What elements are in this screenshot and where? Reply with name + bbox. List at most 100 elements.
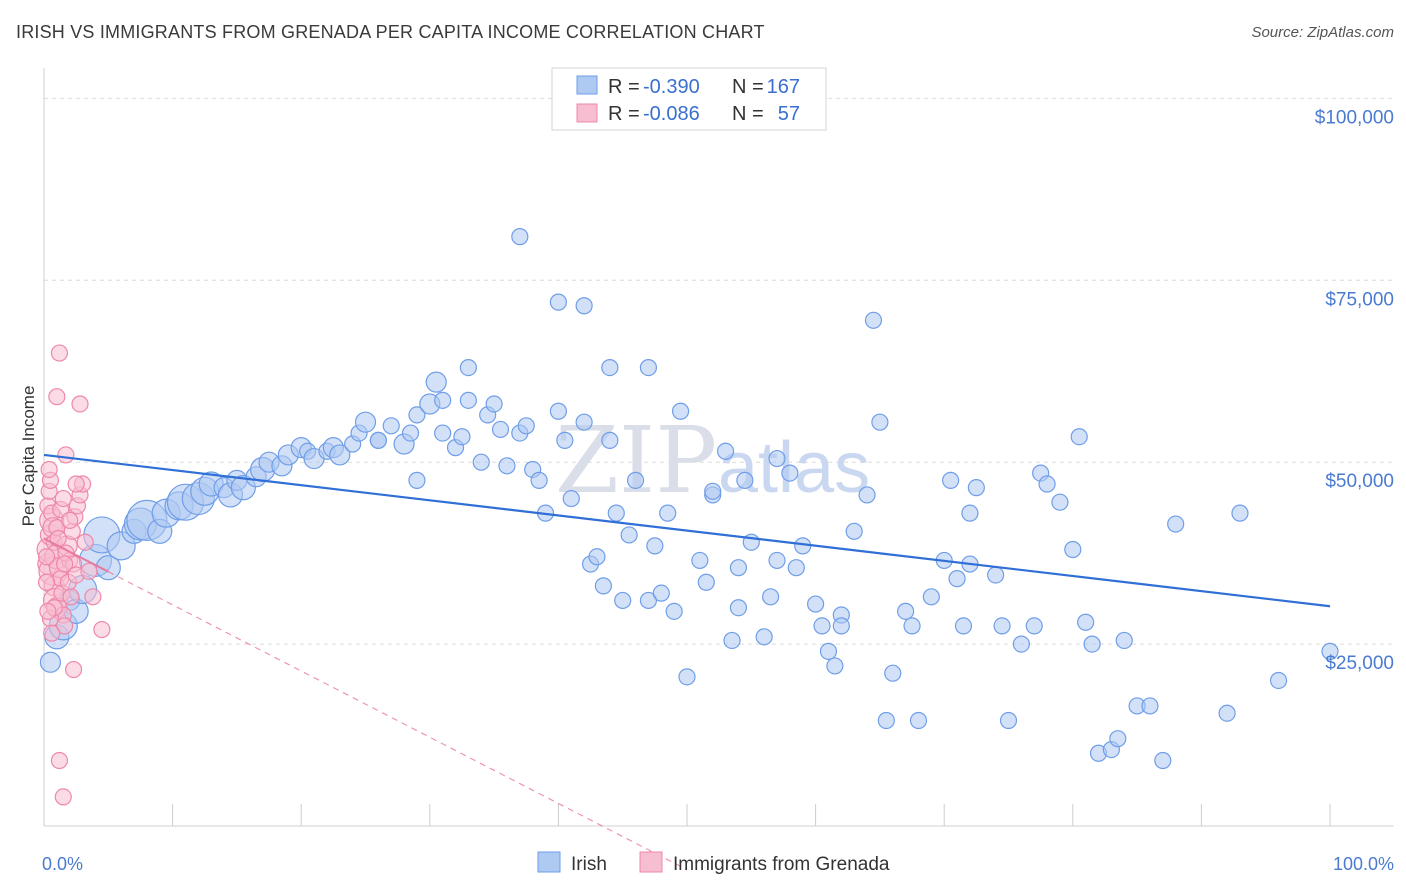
point-irish-126 bbox=[1109, 730, 1127, 748]
point-irish-79 bbox=[697, 573, 715, 591]
point-irish-95 bbox=[826, 657, 844, 675]
point-irish-119 bbox=[1038, 475, 1056, 493]
point-irish-101 bbox=[877, 711, 895, 730]
legend-box bbox=[551, 67, 827, 131]
point-irish-132 bbox=[1218, 704, 1236, 722]
point-grenada-54 bbox=[39, 602, 57, 620]
y-tick-labels: $100,000 $75,000 $50,000 $25,000 bbox=[1315, 107, 1394, 674]
legend-r-value-2: -0.086 bbox=[643, 103, 700, 125]
y-tick-label-1: $75,000 bbox=[1325, 289, 1394, 310]
legend-swatch-irish bbox=[576, 75, 598, 95]
legend-n-label-1: N = bbox=[732, 76, 764, 98]
point-irish-94 bbox=[819, 642, 838, 660]
point-grenada-28 bbox=[49, 529, 67, 548]
point-irish-41 bbox=[401, 424, 420, 442]
point-irish-60 bbox=[556, 431, 574, 449]
point-irish-67 bbox=[607, 504, 625, 522]
point-irish-48 bbox=[459, 359, 477, 377]
trend-layer bbox=[43, 453, 1331, 871]
point-irish-88 bbox=[768, 551, 786, 570]
point-irish-103 bbox=[897, 602, 915, 620]
grid-layer bbox=[44, 97, 1394, 645]
bottom-legend-swatch-grenada bbox=[639, 851, 663, 873]
point-irish-137 bbox=[575, 297, 593, 315]
y-axis-label: Per Capita Income bbox=[19, 386, 38, 527]
point-irish-123 bbox=[1083, 635, 1101, 653]
point-irish-105 bbox=[909, 711, 928, 730]
watermark: ZIP atlas bbox=[555, 407, 870, 514]
point-irish-51 bbox=[485, 395, 503, 413]
point-irish-84 bbox=[736, 471, 754, 489]
point-irish-53 bbox=[498, 457, 516, 475]
legend: R = -0.390 N = 167 R = -0.086 N = 57 bbox=[551, 67, 827, 131]
point-irish-83 bbox=[729, 559, 748, 577]
point-grenada-30 bbox=[54, 489, 72, 508]
point-irish-69 bbox=[620, 526, 638, 544]
point-irish-142 bbox=[459, 391, 477, 409]
point-irish-141 bbox=[704, 482, 722, 500]
point-irish-62 bbox=[575, 413, 593, 431]
point-irish-122 bbox=[1077, 613, 1095, 631]
point-grenada-55 bbox=[61, 511, 79, 530]
point-grenada-53 bbox=[37, 548, 56, 566]
point-irish-121 bbox=[1064, 540, 1082, 559]
point-irish-52 bbox=[491, 420, 510, 439]
point-irish-136 bbox=[549, 293, 568, 311]
point-irish-114 bbox=[993, 617, 1011, 635]
point-grenada-41 bbox=[71, 395, 89, 413]
point-grenada-44 bbox=[76, 533, 94, 551]
point-grenada-51 bbox=[40, 460, 58, 479]
point-irish-72 bbox=[646, 537, 664, 555]
point-irish-149 bbox=[369, 431, 387, 449]
point-irish-86 bbox=[755, 628, 773, 646]
point-irish-44 bbox=[425, 371, 447, 393]
point-irish-111 bbox=[961, 504, 979, 522]
point-grenada-33 bbox=[62, 588, 80, 606]
point-irish-130 bbox=[1154, 751, 1172, 770]
point-grenada-39 bbox=[50, 344, 69, 362]
point-irish-71 bbox=[639, 591, 658, 610]
point-irish-134 bbox=[1269, 671, 1288, 690]
point-grenada-56 bbox=[55, 555, 74, 573]
trend-line-grenada-extension bbox=[108, 571, 688, 871]
point-irish-89 bbox=[781, 464, 799, 482]
point-irish-135 bbox=[1321, 642, 1339, 660]
point-irish-0 bbox=[39, 651, 62, 673]
legend-n-value-2: 57 bbox=[778, 103, 800, 125]
point-grenada-47 bbox=[93, 620, 111, 639]
point-irish-115 bbox=[999, 711, 1018, 730]
point-grenada-45 bbox=[80, 562, 98, 580]
y-tick-label-2: $50,000 bbox=[1325, 471, 1394, 492]
point-grenada-48 bbox=[64, 660, 83, 679]
point-irish-138 bbox=[511, 228, 529, 246]
point-grenada-40 bbox=[48, 388, 66, 406]
point-irish-98 bbox=[858, 486, 876, 504]
point-grenada-42 bbox=[57, 446, 75, 464]
point-irish-127 bbox=[1115, 631, 1133, 650]
point-irish-97 bbox=[845, 522, 863, 540]
point-grenada-19 bbox=[55, 617, 74, 635]
legend-r-value-1: -0.390 bbox=[643, 76, 700, 98]
legend-r-label-1: R = bbox=[608, 76, 640, 98]
point-irish-116 bbox=[1012, 635, 1030, 653]
point-irish-74 bbox=[659, 504, 677, 522]
trend-line-irish bbox=[43, 453, 1331, 608]
point-irish-106 bbox=[922, 588, 940, 606]
point-grenada-49 bbox=[50, 751, 69, 770]
point-irish-90 bbox=[787, 559, 805, 577]
point-irish-99 bbox=[864, 311, 883, 329]
bottom-legend-label-grenada: Immigrants from Grenada bbox=[673, 854, 890, 875]
legend-r-label-2: R = bbox=[608, 103, 640, 125]
point-grenada-52 bbox=[37, 573, 56, 591]
y-tick-label-0: $100,000 bbox=[1315, 107, 1394, 128]
point-irish-104 bbox=[903, 617, 921, 635]
point-irish-93 bbox=[813, 617, 831, 635]
point-irish-81 bbox=[716, 442, 735, 460]
point-irish-120 bbox=[1051, 493, 1069, 511]
trend-line-grenada bbox=[43, 537, 109, 573]
chart-source: Source: ZipAtlas.com bbox=[1251, 24, 1394, 41]
point-irish-131 bbox=[1167, 515, 1185, 533]
point-irish-143 bbox=[1070, 428, 1088, 446]
point-irish-37 bbox=[354, 411, 377, 433]
point-irish-49 bbox=[472, 453, 490, 471]
